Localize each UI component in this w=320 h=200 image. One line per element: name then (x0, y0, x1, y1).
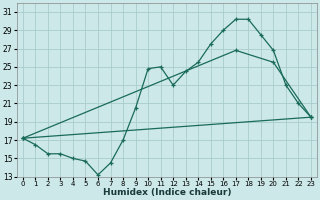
X-axis label: Humidex (Indice chaleur): Humidex (Indice chaleur) (103, 188, 231, 197)
